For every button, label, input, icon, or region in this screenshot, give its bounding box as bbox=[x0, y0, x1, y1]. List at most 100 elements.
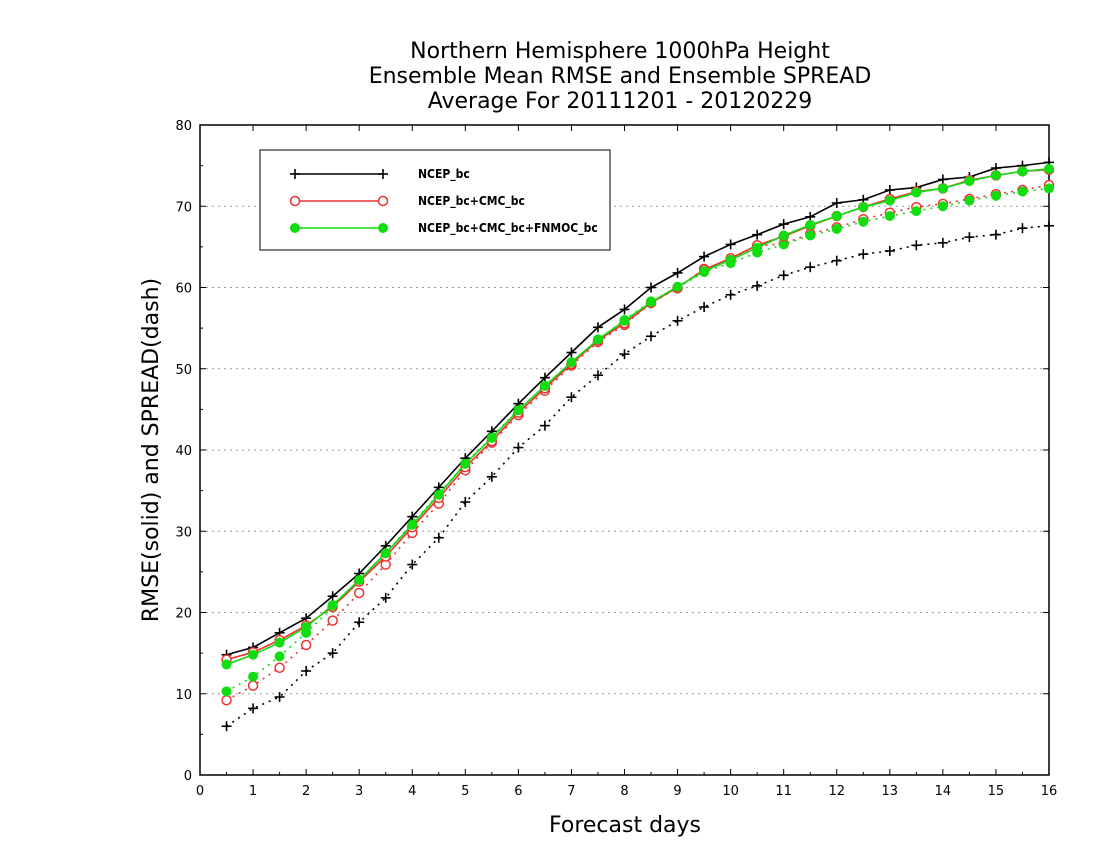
series-ncep-bc-spread bbox=[221, 220, 1054, 732]
data-point bbox=[778, 219, 789, 230]
data-point bbox=[646, 331, 657, 342]
data-point bbox=[221, 695, 232, 706]
data-point bbox=[778, 230, 789, 241]
data-point bbox=[433, 532, 444, 543]
data-point bbox=[327, 648, 338, 659]
y-axis-ticks: 0 10 20 30 40 50 60 70 80 bbox=[175, 119, 1049, 784]
legend-item: NCEP_bc bbox=[290, 167, 470, 182]
data-point bbox=[937, 183, 948, 194]
x-tick-label: 13 bbox=[882, 784, 899, 799]
data-point bbox=[699, 251, 710, 262]
y-tick-label: 10 bbox=[175, 688, 192, 703]
data-point bbox=[672, 267, 683, 278]
data-point bbox=[964, 232, 975, 243]
data-point bbox=[964, 195, 975, 206]
data-point bbox=[248, 703, 259, 714]
data-point bbox=[248, 649, 259, 660]
x-tick-label: 0 bbox=[196, 784, 204, 799]
data-point bbox=[353, 587, 365, 599]
y-tick-label: 20 bbox=[175, 607, 192, 622]
data-point bbox=[778, 270, 789, 281]
x-tick-label: 2 bbox=[302, 784, 310, 799]
legend-box bbox=[259, 149, 611, 251]
series-ncep-bc-cmc-bc-spread bbox=[221, 179, 1055, 706]
series-line-ncep-bc-spread bbox=[226, 224, 1050, 727]
data-point bbox=[1017, 166, 1028, 177]
data-point bbox=[274, 651, 285, 662]
data-point bbox=[672, 281, 683, 292]
series-layer bbox=[221, 157, 1055, 732]
x-tick-label: 1 bbox=[249, 784, 257, 799]
data-point bbox=[274, 662, 285, 673]
data-point bbox=[646, 282, 657, 293]
data-point bbox=[725, 289, 736, 300]
data-point bbox=[486, 471, 497, 482]
x-tick-label: 14 bbox=[935, 784, 952, 799]
legend-item: NCEP_bc+CMC_bc+FNMOC_bc bbox=[290, 221, 598, 236]
y-tick-label: 40 bbox=[175, 444, 192, 459]
x-tick-label: 11 bbox=[775, 784, 792, 799]
data-point bbox=[592, 334, 603, 345]
data-point bbox=[1044, 220, 1054, 231]
data-point bbox=[592, 322, 603, 333]
data-point bbox=[274, 692, 285, 702]
title-line-1: Northern Hemisphere 1000hPa Height bbox=[410, 39, 830, 64]
data-point bbox=[1044, 163, 1054, 174]
data-point bbox=[990, 170, 1001, 181]
data-point bbox=[937, 174, 948, 185]
data-point bbox=[884, 245, 895, 256]
data-point bbox=[725, 254, 736, 265]
data-point bbox=[1017, 186, 1028, 197]
data-point bbox=[274, 637, 285, 648]
data-point bbox=[990, 229, 1001, 240]
data-point bbox=[566, 392, 577, 403]
data-point bbox=[513, 442, 524, 453]
legend-marker bbox=[378, 169, 388, 179]
data-point bbox=[354, 575, 365, 585]
grid-lines bbox=[200, 205, 1049, 695]
title-line-2: Ensemble Mean RMSE and Ensemble SPREAD bbox=[369, 64, 872, 89]
data-point bbox=[990, 190, 1001, 201]
x-tick-label: 8 bbox=[620, 784, 628, 799]
data-point bbox=[752, 242, 763, 253]
data-point bbox=[911, 187, 922, 198]
data-point bbox=[327, 600, 338, 611]
data-point bbox=[300, 639, 312, 651]
data-point bbox=[566, 357, 577, 368]
x-tick-label: 6 bbox=[514, 784, 522, 799]
y-tick-label: 30 bbox=[175, 525, 192, 540]
data-point bbox=[964, 176, 975, 187]
legend-label: NCEP_bc bbox=[418, 167, 470, 182]
series-ncep-bc-cmc-bc-fnmoc-bc-rmse bbox=[221, 163, 1054, 670]
data-point bbox=[539, 420, 550, 431]
legend-items: NCEP_bc NCEP_bc+CMC_bc NCEP_bc+CMC_bc+FNMO… bbox=[289, 167, 598, 236]
data-point bbox=[752, 280, 763, 291]
legend-marker bbox=[290, 223, 300, 233]
data-point bbox=[407, 559, 418, 570]
data-point bbox=[805, 262, 816, 273]
x-tick-label: 4 bbox=[408, 784, 416, 799]
data-point bbox=[592, 370, 603, 381]
data-point bbox=[486, 432, 497, 443]
data-point bbox=[301, 666, 312, 676]
legend-item: NCEP_bc+CMC_bc bbox=[289, 194, 525, 209]
x-tick-label: 12 bbox=[828, 784, 845, 799]
data-point bbox=[327, 615, 338, 626]
data-point bbox=[513, 405, 524, 416]
y-tick-label: 70 bbox=[175, 200, 192, 215]
data-point bbox=[752, 229, 763, 240]
data-point bbox=[221, 659, 232, 670]
series-line-ncep-bc-cmc-bc-spread bbox=[226, 184, 1050, 701]
legend-marker bbox=[377, 195, 389, 207]
x-tick-label: 7 bbox=[567, 784, 575, 799]
series-line-ncep-bc-cmc-bc-fnmoc-bc-spread bbox=[226, 187, 1050, 693]
data-point bbox=[221, 721, 232, 732]
data-point bbox=[911, 240, 922, 251]
data-point bbox=[619, 304, 630, 315]
x-tick-label: 9 bbox=[673, 784, 681, 799]
title-line-3: Average For 20111201 - 20120229 bbox=[428, 89, 813, 114]
data-point bbox=[327, 591, 338, 602]
data-point bbox=[380, 548, 391, 559]
chart-title: Northern Hemisphere 1000hPa Height Ensem… bbox=[369, 39, 872, 114]
y-tick-label: 50 bbox=[175, 363, 192, 378]
